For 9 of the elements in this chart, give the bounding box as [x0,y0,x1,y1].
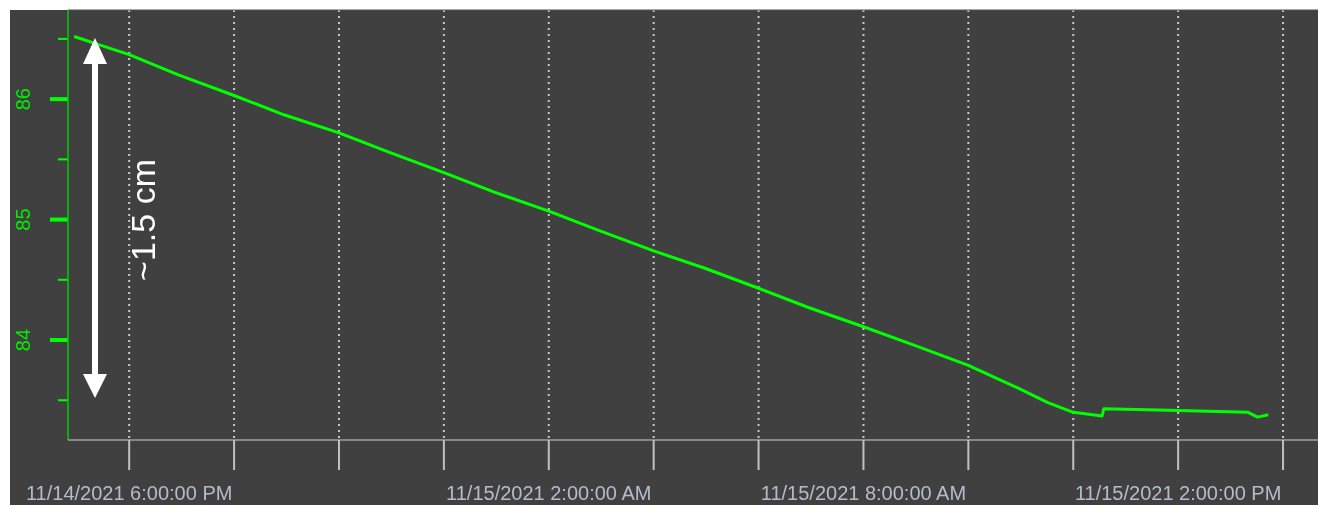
y-tick-label: 86 [12,88,34,111]
y-tick-label: 84 [12,328,34,352]
x-tick-label: 11/15/2021 8:00:00 AM [760,482,967,504]
x-tick-label: 11/15/2021 2:00:00 AM [446,482,652,504]
x-tick-label: 11/14/2021 6:00:00 PM [25,482,233,504]
line-series [72,35,1270,419]
y-tick-label: 85 [12,208,34,231]
x-tick-label: 11/15/2021 2:00:00 PM [1074,482,1282,504]
annotation: ~1.5 cm [124,159,162,281]
